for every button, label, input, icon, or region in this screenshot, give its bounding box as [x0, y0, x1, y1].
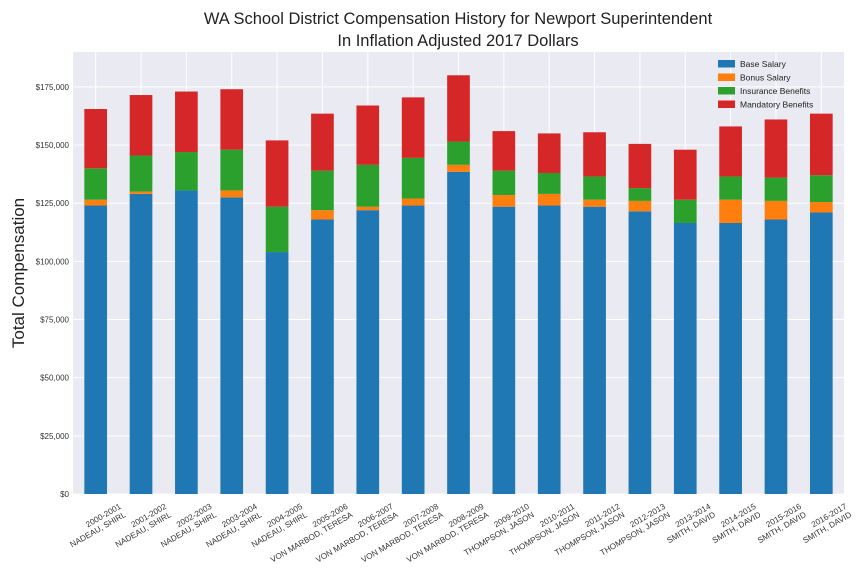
bar-segment [311, 170, 334, 211]
bar-segment [628, 143, 652, 189]
bar-segment [447, 171, 470, 494]
chart-title-line-2: In Inflation Adjusted 2017 Dollars [337, 32, 578, 50]
bar-segment [719, 199, 742, 223]
bar-segment [764, 219, 788, 494]
y-tick-label: $150,000 [36, 141, 70, 150]
legend-label: Base Salary [740, 59, 787, 69]
bar-segment [84, 108, 108, 169]
legend-swatch [718, 60, 735, 68]
bar-segment [537, 205, 561, 494]
legend-label: Mandatory Benefits [740, 100, 813, 110]
y-tick-label: $125,000 [36, 199, 70, 208]
bar-segment [175, 190, 198, 495]
bar-segment [809, 175, 833, 203]
bar-segment [809, 202, 833, 213]
bar-segment [492, 131, 516, 171]
bar-segment [220, 197, 244, 495]
y-tick-label: $100,000 [36, 257, 70, 266]
bar-segment [265, 206, 289, 253]
bar-segment [719, 126, 742, 177]
bar-segment [447, 141, 470, 165]
bar-segment [401, 198, 425, 206]
bar-segment [764, 177, 788, 201]
bar-segment [84, 199, 108, 206]
bar-segment [220, 190, 244, 198]
bar-segment [265, 252, 289, 494]
bar-segment [265, 140, 289, 207]
bar-segment [356, 105, 380, 165]
bar-segment [809, 113, 833, 176]
bar-segment [764, 200, 788, 220]
bar-segment [175, 91, 198, 153]
y-tick-label: $25,000 [40, 432, 69, 441]
bar-segment [628, 188, 652, 201]
bar-segment [84, 168, 108, 200]
bar-segment [673, 222, 697, 495]
y-tick-label: $50,000 [40, 374, 69, 383]
bar-segment [401, 157, 425, 199]
bar-segment [356, 210, 380, 495]
bar-segment [673, 149, 697, 200]
bar-segment [583, 132, 606, 177]
y-tick-label: $175,000 [36, 83, 70, 92]
bar-segment [537, 133, 561, 173]
bar-segment [447, 75, 470, 142]
chart-title-line-1: WA School District Compensation History … [204, 10, 713, 28]
bar-segment [129, 193, 153, 494]
bar-segment [492, 195, 516, 207]
bar-segment [447, 164, 470, 172]
bar-segment [129, 191, 153, 194]
legend-label: Bonus Salary [740, 73, 791, 83]
legend: Base Salary Bonus Salary Insurance Benefit… [718, 59, 813, 110]
y-axis-ticks: $0 $25,000 $50,000 $75,000 $100,000 $125,000 $… [36, 83, 70, 499]
bar-segment [583, 176, 606, 200]
bar-segment [311, 113, 334, 171]
bar-segment [356, 206, 380, 211]
y-axis-label: Total Compensation [9, 198, 28, 348]
legend-swatch [718, 100, 735, 108]
bar-segment [583, 206, 606, 494]
bar-segment [356, 164, 380, 207]
bar-segment [401, 205, 425, 494]
bar-segment [537, 172, 561, 194]
y-tick-label: $0 [60, 490, 69, 499]
bar-segment [537, 193, 561, 206]
bar-segment [583, 199, 606, 207]
legend-swatch [718, 87, 735, 95]
bar-segment [175, 152, 198, 191]
bar-segment [129, 155, 153, 192]
bars [84, 75, 833, 495]
bar-segment [220, 149, 244, 191]
bar-segment [311, 219, 334, 494]
bar-segment [220, 89, 244, 150]
bar-segment [492, 206, 516, 494]
bar-segment [311, 210, 334, 220]
bar-segment [628, 211, 652, 494]
bar-segment [719, 222, 742, 495]
legend-label: Insurance Benefits [740, 86, 810, 96]
bar-segment [764, 119, 788, 178]
bar-segment [809, 212, 833, 494]
bar-segment [84, 205, 108, 494]
bar-segment [129, 95, 153, 156]
legend-swatch [718, 73, 735, 81]
bar-segment [719, 176, 742, 200]
bar-segment [673, 199, 697, 223]
bar-segment [628, 200, 652, 212]
bar-segment [401, 97, 425, 158]
y-tick-label: $75,000 [40, 316, 69, 325]
bar-segment [492, 170, 516, 196]
